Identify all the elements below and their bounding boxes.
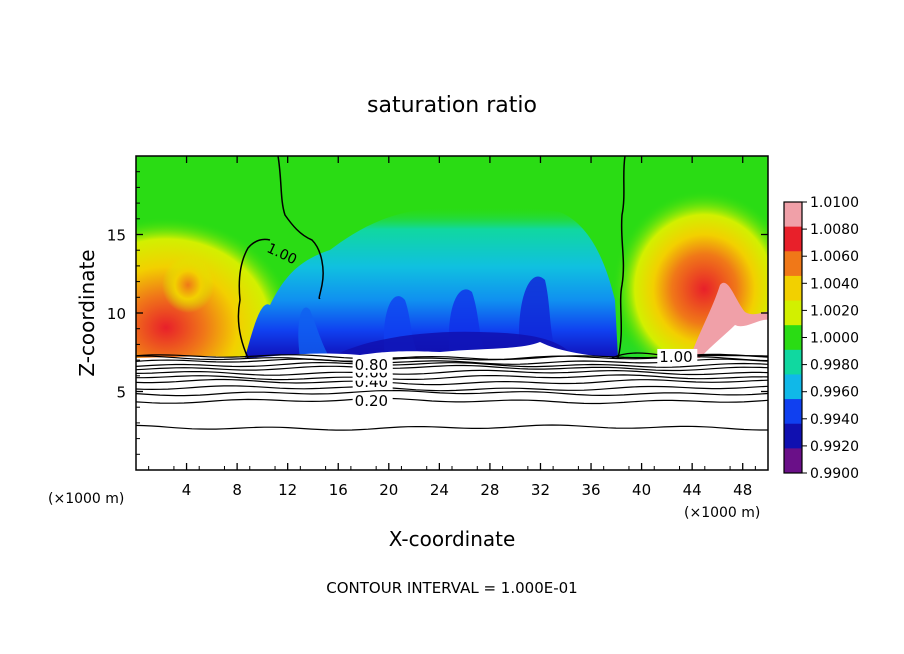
contour-interval-note: CONTOUR INTERVAL = 1.000E-01 xyxy=(326,579,577,597)
colorbar-swatch xyxy=(784,300,802,326)
colorbar-label: 0.9980 xyxy=(810,358,859,374)
colorbar-label: 1.0040 xyxy=(810,276,859,292)
colorbar-swatch xyxy=(784,423,802,449)
dry-plume-1 xyxy=(298,307,330,358)
colorbar-label: 0.9960 xyxy=(810,385,859,401)
contour-label-bg xyxy=(352,356,393,373)
x-tick-label: 8 xyxy=(232,481,242,499)
unsaturated-patch xyxy=(700,319,768,358)
x-unit-label-left: (×1000 m) xyxy=(48,491,124,507)
y-tick-label: 10 xyxy=(107,305,126,323)
x-unit-label-right: (×1000 m) xyxy=(684,505,760,521)
colorbar-swatch xyxy=(784,349,802,375)
contour-line xyxy=(136,361,768,368)
y-tick-label: 5 xyxy=(116,384,126,402)
contour-line xyxy=(136,424,768,431)
x-tick-label: 40 xyxy=(632,481,651,499)
x-tick-label: 16 xyxy=(329,481,348,499)
y-axis: 5 10 15 xyxy=(107,171,768,455)
x-tick-label: 4 xyxy=(182,481,192,499)
colorbar-label: 1.0000 xyxy=(810,331,859,347)
colorbar-swatch xyxy=(784,325,802,351)
colorbar-swatch xyxy=(784,275,802,302)
colorbar-label: 1.0020 xyxy=(810,303,859,319)
colorbar-swatch xyxy=(784,448,802,474)
left-moist-bump xyxy=(162,257,214,313)
x-tick-label: 48 xyxy=(733,481,752,499)
contour-line xyxy=(136,385,768,392)
contour-line xyxy=(136,397,768,405)
contour-line xyxy=(136,389,768,397)
contour-label: 1.00 xyxy=(659,348,692,366)
x-tick-label: 12 xyxy=(278,481,297,499)
colorbar-swatch xyxy=(784,399,802,425)
contour-label-bg xyxy=(657,348,698,365)
x-axis: 4 8 12 16 20 24 28 32 36 40 44 48 xyxy=(148,156,756,499)
colorbar-label: 1.0080 xyxy=(810,222,859,238)
colorbar-swatch xyxy=(784,374,802,400)
contour-label-bg xyxy=(352,392,393,409)
x-tick-label: 28 xyxy=(480,481,499,499)
contour-line xyxy=(136,369,768,376)
x-tick-label: 32 xyxy=(531,481,550,499)
colorbar-swatch xyxy=(784,226,802,252)
x-tick-label: 24 xyxy=(430,481,449,499)
colorbar-label: 0.9940 xyxy=(810,412,859,428)
contour-line xyxy=(136,364,768,372)
x-tick-label: 36 xyxy=(581,481,600,499)
contour-label: 0.80 xyxy=(355,356,388,374)
contour-line-upper-1.00 xyxy=(277,156,324,300)
contour-line xyxy=(136,374,768,381)
contour-line-left-1.00 xyxy=(237,238,271,359)
colorbar: 1.0100 1.0080 1.0060 1.0040 1.0020 1.0000 0.99… xyxy=(783,195,859,482)
colorbar-label: 0.9920 xyxy=(810,439,859,455)
colorbar-swatch xyxy=(784,251,802,277)
chart-title: saturation ratio xyxy=(367,93,537,118)
contour-label: 0.20 xyxy=(355,392,388,410)
contour-line xyxy=(136,378,768,386)
x-axis-label: X-coordinate xyxy=(389,527,516,551)
colorbar-label: 1.0100 xyxy=(810,195,859,211)
x-tick-label: 44 xyxy=(683,481,702,499)
contour-line-right-1.00 xyxy=(617,156,626,359)
plot-area xyxy=(136,156,768,470)
y-tick-label: 15 xyxy=(107,227,126,245)
colorbar-label: 0.9900 xyxy=(810,466,859,482)
y-axis-label: Z-coordinate xyxy=(75,249,99,376)
x-tick-label: 20 xyxy=(379,481,398,499)
colorbar-label: 1.0060 xyxy=(810,249,859,265)
colorbar-swatch xyxy=(784,202,802,228)
